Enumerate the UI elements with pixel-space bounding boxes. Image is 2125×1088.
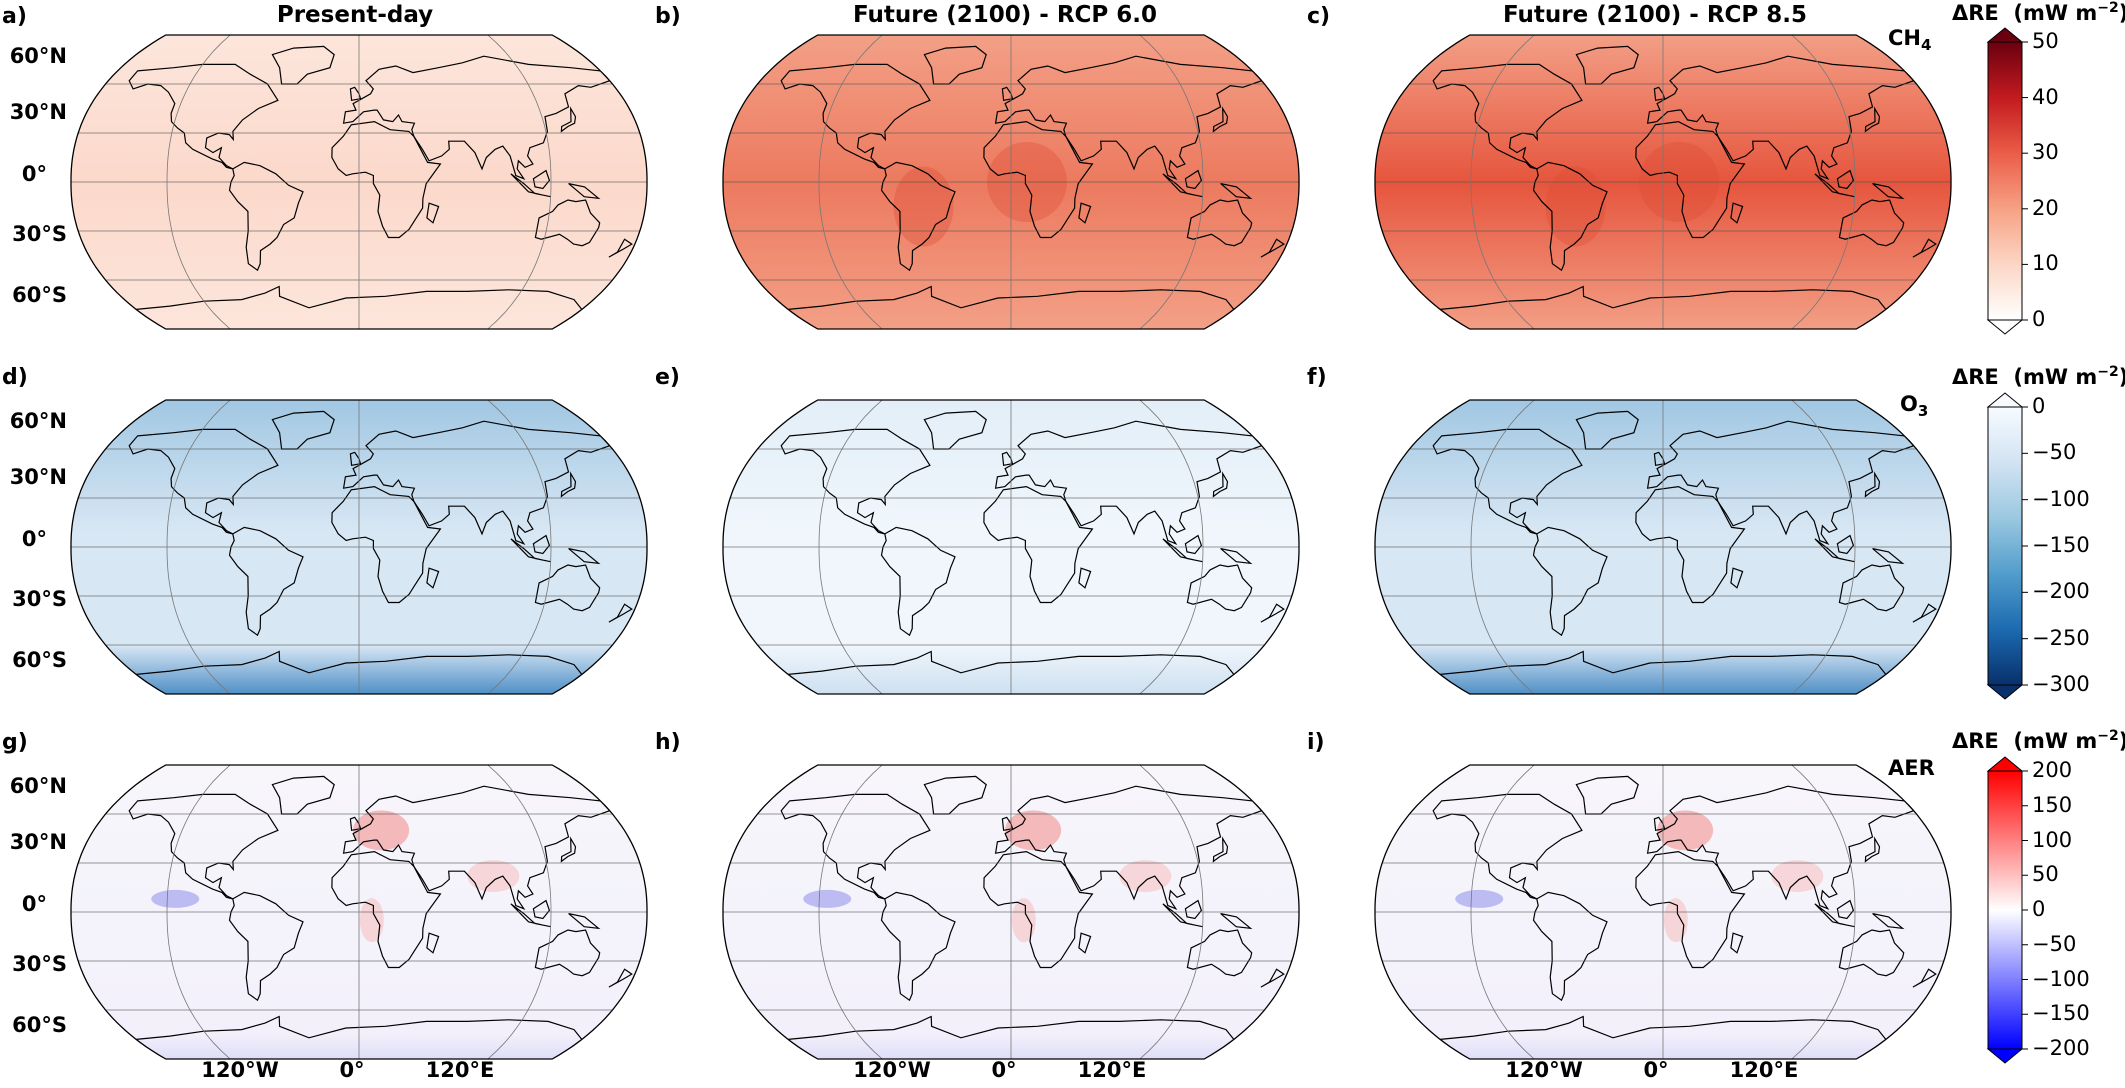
map-panel-b <box>722 34 1300 330</box>
map-panel-e <box>722 399 1300 695</box>
lon-label-0: 0° <box>991 1058 1017 1082</box>
colorbar-tick-label: −100 <box>2032 966 2090 991</box>
lat-label-30s: 30°S <box>12 952 67 976</box>
panel-label-a: a) <box>2 4 27 29</box>
colorbar-tick-label: −150 <box>2032 533 2090 557</box>
lat-label-30n: 30°N <box>9 465 67 489</box>
colorbar-tick-label: −250 <box>2032 625 2090 650</box>
colorbar-title-o3: ΔRE (mW m−2) <box>1952 364 2125 389</box>
colorbar-tick-label: −200 <box>2032 579 2090 604</box>
colorbar-tick-label: −300 <box>2032 672 2090 696</box>
colorbar-tick-label: 50 <box>2032 862 2059 887</box>
colorbar-tick-label: 10 <box>2032 251 2059 276</box>
panel-label-b: b) <box>655 4 681 29</box>
lat-label-60n: 60°N <box>9 409 67 433</box>
colorbar-tick-label: −200 <box>2032 1036 2090 1060</box>
colorbar-title-ch4: ΔRE (mW m−2) <box>1952 0 2125 25</box>
panel-label-f: f) <box>1307 365 1327 390</box>
colorbar-tick-label: 200 <box>2032 758 2073 782</box>
colorbar-ch4 <box>1986 27 2028 335</box>
column-title-present-day: Present-day <box>276 2 434 28</box>
lon-label-0: 0° <box>1643 1058 1669 1082</box>
colorbar-tick-label: 150 <box>2032 792 2073 817</box>
colorbar-tick-label: 20 <box>2032 195 2059 220</box>
panel-label-h: h) <box>655 730 681 755</box>
lat-label-0: 0° <box>21 527 47 551</box>
panel-label-i: i) <box>1307 730 1325 755</box>
colorbar-tick-label: 100 <box>2032 827 2073 852</box>
lat-label-60s: 60°S <box>12 648 67 672</box>
lat-label-60s: 60°S <box>12 283 67 307</box>
map-panel-f <box>1374 399 1952 695</box>
colorbar-tick-label: −50 <box>2032 440 2077 465</box>
lat-label-0: 0° <box>21 892 47 916</box>
lon-label-120e: 120°E <box>1729 1058 1799 1082</box>
map-panel-g <box>70 764 648 1060</box>
species-label-aer: AER <box>1888 756 1935 780</box>
species-label-ch4: CH4 <box>1888 26 1932 55</box>
panel-label-e: e) <box>655 365 680 390</box>
lat-label-60s: 60°S <box>12 1013 67 1037</box>
colorbar-title-aer: ΔRE (mW m−2) <box>1952 728 2125 753</box>
map-panel-i <box>1374 764 1952 1060</box>
lon-label-0: 0° <box>339 1058 365 1082</box>
lat-label-30n: 30°N <box>9 100 67 124</box>
map-panel-a <box>70 34 648 330</box>
lon-label-120w: 120°W <box>201 1058 279 1082</box>
colorbar-tick-label: −100 <box>2032 486 2090 511</box>
lat-label-0: 0° <box>21 162 47 186</box>
lon-label-120e: 120°E <box>425 1058 495 1082</box>
lon-label-120e: 120°E <box>1077 1058 1147 1082</box>
colorbar-tick-label: 0 <box>2032 394 2046 418</box>
panel-label-d: d) <box>2 365 28 390</box>
lat-label-30s: 30°S <box>12 587 67 611</box>
map-panel-d <box>70 399 648 695</box>
colorbar-tick-label: −50 <box>2032 931 2077 956</box>
species-label-o3: O3 <box>1900 392 1929 421</box>
map-panel-c <box>1374 34 1952 330</box>
column-title-rcp60: Future (2100) - RCP 6.0 <box>852 2 1158 28</box>
colorbar-aer <box>1986 756 2028 1064</box>
map-panel-h <box>722 764 1300 1060</box>
colorbar-tick-label: 0 <box>2032 307 2046 331</box>
lat-label-60n: 60°N <box>9 44 67 68</box>
column-title-rcp85: Future (2100) - RCP 8.5 <box>1502 2 1808 28</box>
colorbar-o3 <box>1986 392 2028 700</box>
lon-label-120w: 120°W <box>853 1058 931 1082</box>
panel-label-c: c) <box>1307 4 1331 29</box>
lon-label-120w: 120°W <box>1505 1058 1583 1082</box>
colorbar-tick-label: 30 <box>2032 140 2059 165</box>
panel-label-g: g) <box>2 730 28 755</box>
lat-label-30s: 30°S <box>12 222 67 246</box>
lat-label-30n: 30°N <box>9 830 67 854</box>
colorbar-tick-label: 50 <box>2032 29 2059 53</box>
colorbar-tick-label: −150 <box>2032 1001 2090 1026</box>
colorbar-tick-label: 0 <box>2032 897 2046 921</box>
colorbar-tick-label: 40 <box>2032 84 2059 109</box>
lat-label-60n: 60°N <box>9 774 67 798</box>
